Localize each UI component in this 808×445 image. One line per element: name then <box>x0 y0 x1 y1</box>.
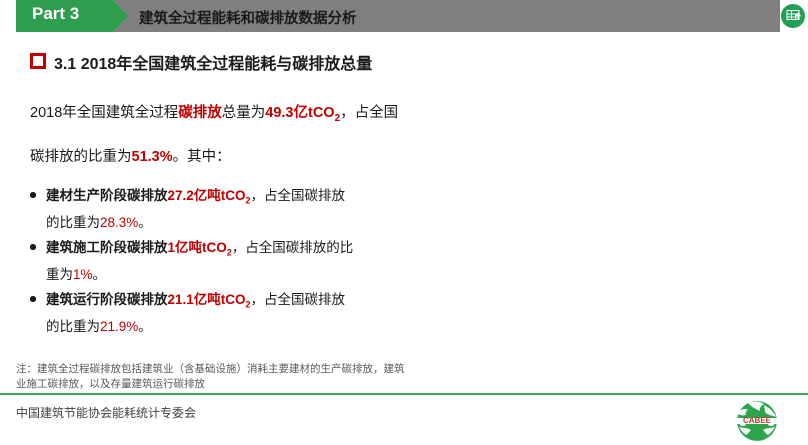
svg-text:CABEE: CABEE <box>743 416 772 425</box>
